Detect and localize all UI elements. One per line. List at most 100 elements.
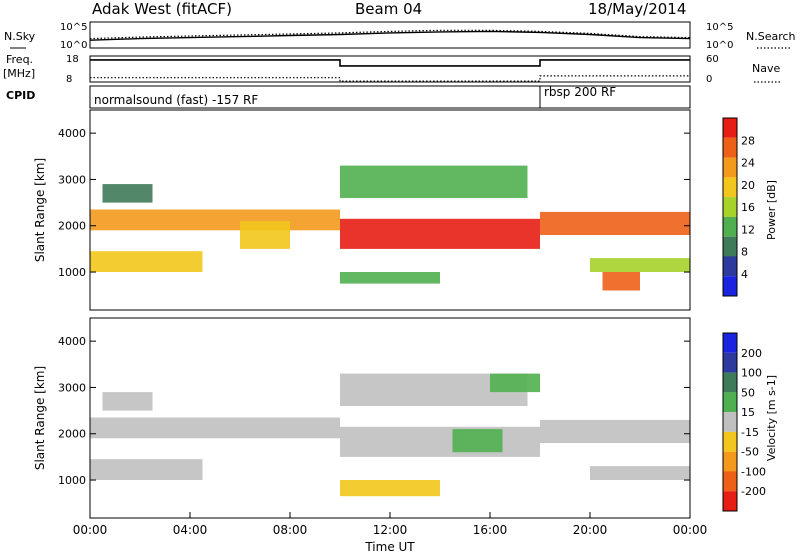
- echo-band: [540, 419, 690, 443]
- noise-strip-frame: [89, 21, 691, 49]
- power-colorbar: 4 8 12 16 20 24 28: [722, 117, 755, 297]
- colorbar-swatch: [723, 352, 737, 373]
- x-axis-label: Time UT: [364, 540, 415, 554]
- cpid-strip-frame: [89, 85, 691, 109]
- nave-label: Nave: [752, 62, 780, 75]
- colorbar-tick-label: 50: [741, 386, 755, 399]
- echo-band: [102, 392, 153, 411]
- freq-strip: 18 8 60 0: [66, 54, 719, 85]
- noise-sky-line: [89, 30, 691, 41]
- nave-line: [90, 75, 690, 82]
- noise-tick-hi: 10^5: [60, 22, 87, 33]
- x-tick-label: 20:00: [573, 523, 608, 537]
- power-colorbar-label: Power [dB]: [765, 180, 778, 240]
- echo-band: [540, 211, 690, 235]
- echo-band: [452, 429, 503, 453]
- colorbar-frame: [722, 117, 738, 297]
- velocity-colorbar: 200 100 50 15 -15 -50 -100 -200: [722, 332, 766, 512]
- echo-band: [340, 272, 440, 284]
- echo-band: [340, 480, 440, 497]
- colorbar-tick-label: 20: [741, 179, 755, 192]
- colorbar-tick-label: 24: [741, 157, 755, 170]
- y-tick-label: 1000: [58, 266, 86, 279]
- cpid-second-label: rbsp 200 RF: [544, 85, 616, 99]
- colorbar-swatch: [723, 491, 737, 511]
- colorbar-tick-label: 8: [741, 246, 748, 259]
- x-tick-label: 00:00: [673, 523, 708, 537]
- colorbar-swatch: [723, 157, 737, 178]
- colorbar-swatch: [723, 118, 737, 138]
- echo-band: [602, 272, 640, 291]
- nsearch-label: N.Search: [746, 30, 796, 43]
- cpid-strip: normalsound (fast) -157 RF rbsp 200 RF: [89, 85, 691, 109]
- nave-tick-lo: 0: [706, 74, 712, 85]
- x-tick-label: 08:00: [273, 523, 308, 537]
- echo-band: [102, 184, 153, 203]
- colorbar-swatch: [723, 451, 737, 472]
- colorbar-tick-label: 28: [741, 134, 755, 147]
- x-tick-label: 12:00: [373, 523, 408, 537]
- echo-band: [90, 251, 203, 272]
- colorbar-swatch: [723, 471, 737, 492]
- nave-tick-hi: 60: [706, 54, 719, 65]
- freq-tick-lo: 8: [66, 74, 72, 85]
- colorbar-swatch: [723, 197, 737, 217]
- colorbar-swatch: [723, 216, 737, 237]
- freq-label-1: Freq.: [6, 53, 33, 66]
- colorbar-swatch: [723, 236, 737, 257]
- x-axis: 00:00 04:00 08:00 12:00 16:00 20:00 00:00: [73, 512, 708, 537]
- site-title: Adak West (fitACF): [92, 0, 232, 18]
- colorbar-swatch: [723, 256, 737, 277]
- colorbar-swatch: [723, 392, 737, 413]
- colorbar-swatch: [723, 276, 737, 296]
- colorbar-tick-label: 100: [741, 367, 762, 380]
- colorbar-frame: [722, 332, 738, 512]
- velocity-ylabel: Slant Range [km]: [33, 366, 47, 470]
- power-y-ticks: 1000 2000 3000 4000: [58, 127, 690, 279]
- colorbar-tick-label: -100: [741, 465, 766, 478]
- y-tick-label: 4000: [58, 127, 86, 140]
- y-tick-label: 4000: [58, 335, 86, 348]
- echo-band: [340, 165, 528, 198]
- noise-strip: 10^5 10^0 10^5 10^0: [60, 21, 733, 51]
- echo-band: [90, 417, 340, 439]
- colorbar-tick-label: 16: [741, 201, 755, 214]
- echo-band: [340, 426, 540, 457]
- colorbar-swatch: [723, 431, 737, 452]
- noise-tick-lo-right: 10^0: [706, 40, 733, 51]
- power-cells: [90, 165, 690, 291]
- velocity-cells: [90, 373, 690, 497]
- colorbar-swatch: [723, 137, 737, 158]
- freq-tick-hi: 18: [66, 54, 79, 65]
- y-tick-label: 3000: [58, 173, 86, 186]
- y-tick-label: 2000: [58, 220, 86, 233]
- power-ylabel: Slant Range [km]: [33, 158, 47, 262]
- velocity-panel: 1000 2000 3000 4000 Slant Range [km]: [33, 317, 691, 519]
- noise-tick-lo: 10^0: [60, 40, 87, 51]
- x-tick-label: 16:00: [473, 523, 508, 537]
- nsky-label: N.Sky: [4, 30, 36, 43]
- y-tick-label: 2000: [58, 428, 86, 441]
- colorbar-tick-label: -200: [741, 485, 766, 498]
- colorbar-swatch: [723, 372, 737, 393]
- echo-band: [590, 466, 690, 480]
- colorbar-swatch: [723, 412, 737, 432]
- y-tick-label: 1000: [58, 474, 86, 487]
- colorbar-tick-label: -15: [741, 426, 759, 439]
- colorbar-tick-label: 4: [741, 268, 748, 281]
- echo-band: [90, 459, 203, 480]
- x-tick-label: 04:00: [173, 523, 208, 537]
- power-panel-frame: [89, 109, 691, 311]
- power-panel: 1000 2000 3000 4000 Slant Range [km]: [33, 109, 691, 311]
- velocity-y-ticks: 1000 2000 3000 4000: [58, 335, 690, 487]
- beam-label: Beam 04: [355, 0, 422, 18]
- echo-band: [240, 221, 290, 249]
- freq-label-2: [MHz]: [3, 67, 35, 80]
- noise-tick-hi-right: 10^5: [706, 22, 733, 33]
- echo-band: [90, 209, 340, 231]
- x-tick-label: 00:00: [73, 523, 108, 537]
- colorbar-tick-label: 15: [741, 406, 755, 419]
- velocity-colorbar-label: Velocity [m s-1]: [765, 375, 778, 461]
- cpid-label: CPID: [6, 89, 35, 102]
